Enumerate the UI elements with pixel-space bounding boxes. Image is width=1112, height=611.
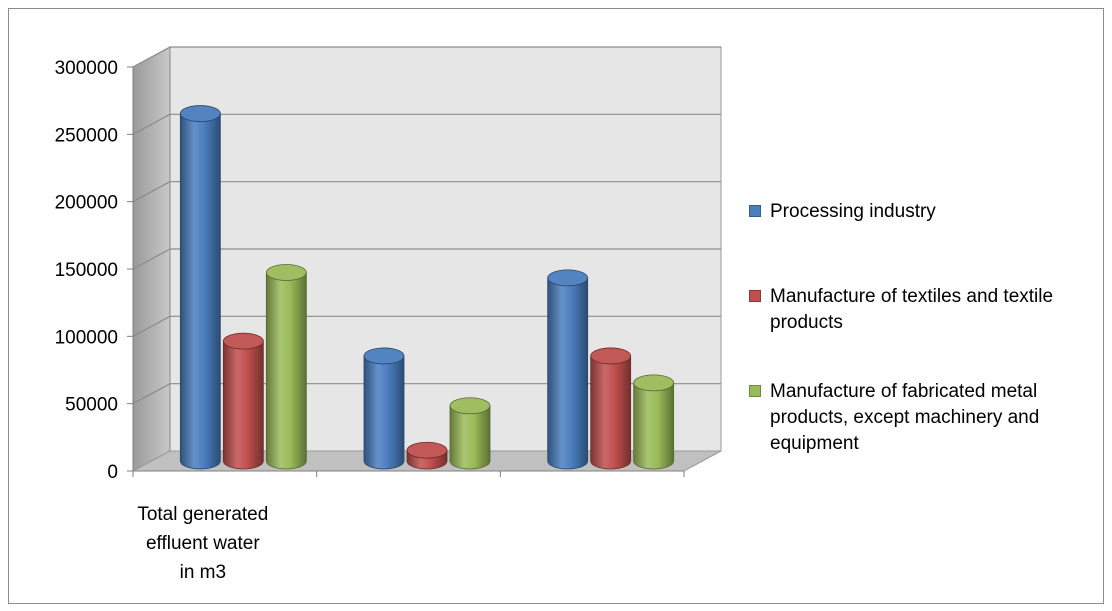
y-tick-label: 200000 — [55, 193, 118, 214]
bar-2-0 — [265, 264, 307, 470]
bar-body — [547, 277, 589, 470]
bar-top — [449, 397, 491, 415]
bar-2-1 — [449, 397, 491, 470]
bar-body — [222, 340, 264, 470]
bar-top — [633, 374, 675, 392]
bar-body — [179, 113, 221, 470]
y-tick-label: 300000 — [55, 58, 118, 79]
legend-label-textiles: Manufacture of textiles and textile prod… — [770, 286, 1054, 333]
bar-top — [590, 347, 632, 365]
y-tick-label: 0 — [107, 462, 118, 483]
bar-body — [590, 355, 632, 470]
bar-body — [449, 405, 491, 470]
legend-item-processing-industry: Processing industry — [749, 199, 1112, 225]
y-tick-label: 250000 — [55, 125, 118, 146]
bar-body — [363, 355, 405, 470]
chart-plot: 0 50000 100000 150000 200000 250000 300000 Tota… — [55, 46, 722, 583]
bar-0-2 — [547, 269, 589, 470]
gridline-side — [132, 46, 171, 68]
bar-0-0 — [179, 105, 221, 470]
gridline-side — [132, 181, 171, 203]
gridline-side — [132, 383, 171, 405]
chart-frame: 0 50000 100000 150000 200000 250000 300000 Tota… — [8, 8, 1104, 604]
y-tick-label: 150000 — [55, 260, 118, 281]
x-tick-label: Total generated effluent water in m3 — [137, 504, 268, 583]
legend-item-textiles: Manufacture of textiles and textile prod… — [749, 284, 1112, 336]
bar-top — [222, 332, 264, 350]
gridline-side — [132, 248, 171, 270]
y-tick-label: 100000 — [55, 327, 118, 348]
gridline-side — [132, 113, 171, 135]
bar-top — [406, 441, 448, 459]
bar-body — [265, 272, 307, 470]
bar-1-2 — [590, 347, 632, 470]
legend-label-fabricated-metal: Manufacture of fabricated metal products… — [770, 381, 1040, 454]
legend-item-fabricated-metal: Manufacture of fabricated metal products… — [749, 379, 1100, 457]
gridline-side — [132, 315, 171, 337]
legend-swatch-textiles — [749, 290, 761, 302]
bar-top — [363, 347, 405, 365]
legend-swatch-processing-industry — [749, 205, 761, 217]
legend-swatch-fabricated-metal — [749, 385, 761, 397]
bar-top — [265, 264, 307, 281]
bar-1-0 — [222, 332, 264, 470]
bar-body — [633, 382, 675, 470]
bar-top — [179, 105, 221, 122]
bar-top — [547, 269, 589, 287]
bar-0-1 — [363, 347, 405, 470]
bar-1-1 — [406, 441, 448, 470]
bar-2-2 — [633, 374, 675, 470]
y-tick-label: 50000 — [65, 395, 118, 416]
legend-label-processing-industry: Processing industry — [770, 201, 936, 222]
